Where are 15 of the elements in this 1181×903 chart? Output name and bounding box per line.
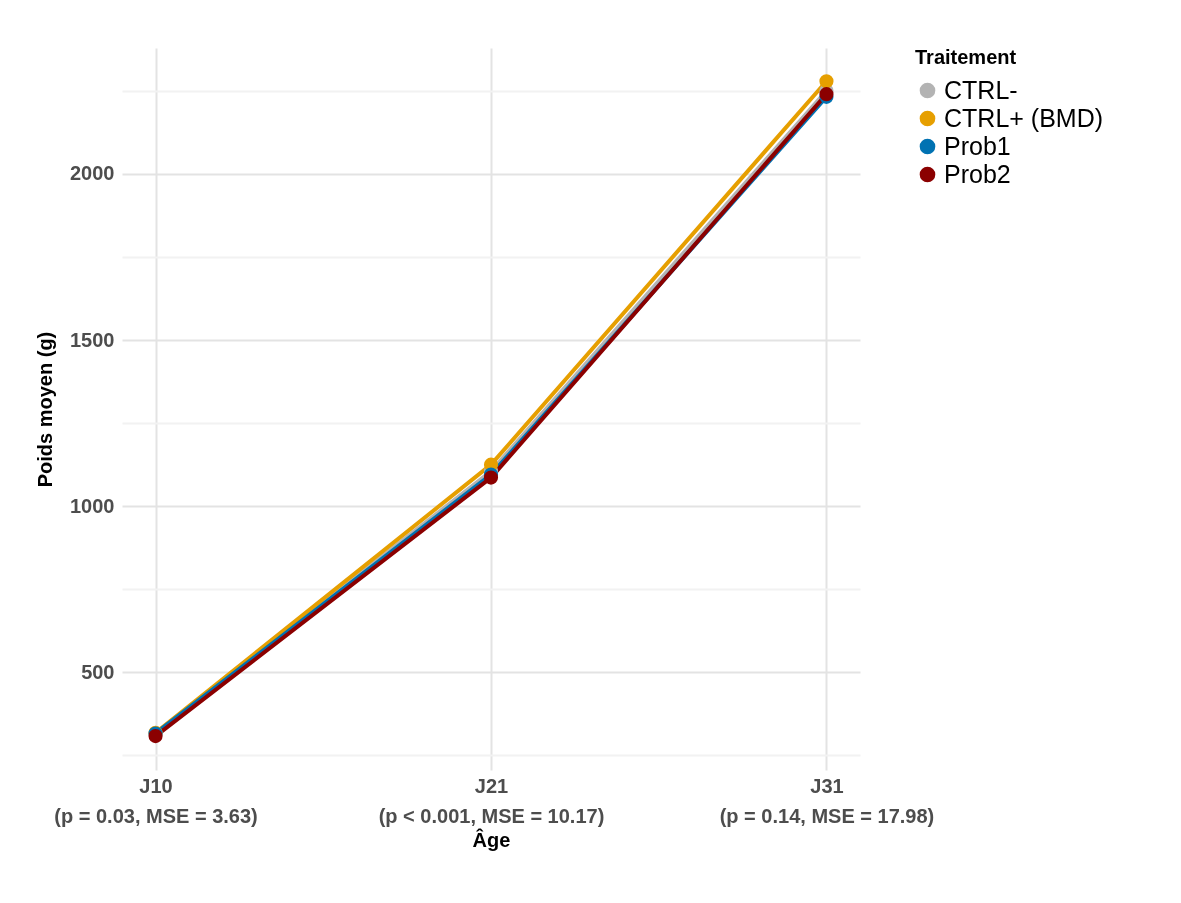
y-tick-label: 2000 <box>70 162 115 185</box>
point <box>819 74 834 89</box>
legend-title: Traitement <box>915 46 1017 68</box>
x-axis-title: Âge <box>472 827 511 851</box>
y-tick-label: 1000 <box>70 494 115 517</box>
y-axis-title: Poids moyen (g) <box>34 331 57 488</box>
x-tick-label: J31 (p = 0.14, MSE = 17.98) <box>719 774 935 827</box>
legend-label: Prob2 <box>944 159 1011 188</box>
x-tick-label: J21 (p < 0.001, MSE = 10.17) <box>378 774 605 827</box>
y-tick-label: 1500 <box>70 328 115 351</box>
x-tick-label: J10 (p = 0.03, MSE = 3.63) <box>54 774 258 827</box>
legend-label: CTRL- <box>944 75 1018 104</box>
legend-label: Prob1 <box>944 131 1011 160</box>
y-tick-label: 500 <box>81 660 115 683</box>
legend-label: CTRL+ (BMD) <box>944 103 1104 132</box>
